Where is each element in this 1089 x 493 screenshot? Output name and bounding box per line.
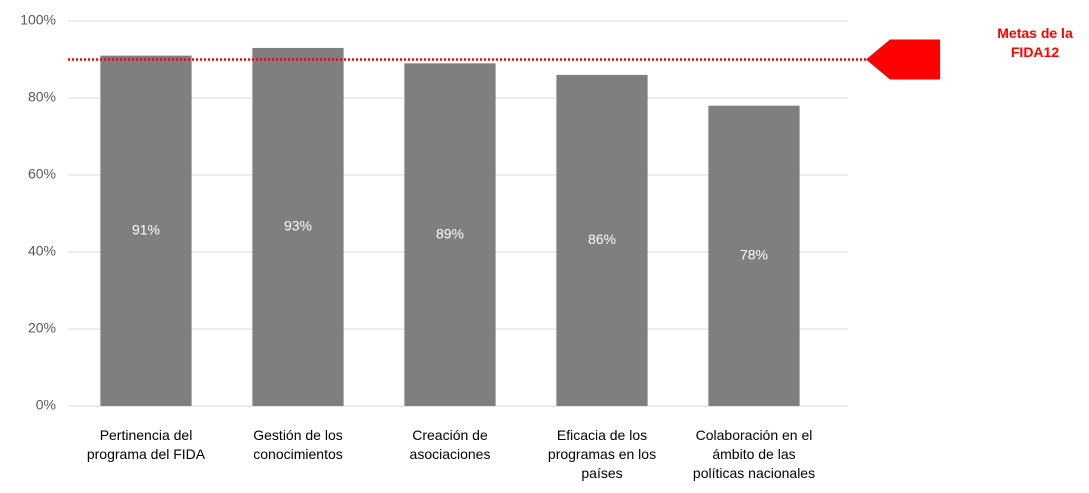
y-tick-label: 80% [28,89,56,105]
x-tick-label: Creación de asociaciones [409,427,491,462]
y-tick-label: 20% [28,320,56,336]
value-label: 78% [740,247,768,263]
target-label: Metas de la FIDA12 [997,25,1073,60]
value-label: 91% [132,222,160,238]
x-tick-label: Gestión de los conocimientos [253,427,343,462]
bar [252,47,344,406]
bar [556,74,648,407]
bar [404,63,496,406]
x-tick-label: Pertinencia del programa del FIDA [86,427,206,462]
value-label: 86% [588,231,616,247]
target-arrow [866,39,940,80]
x-tick-label: Colaboración en el ámbito de las polític… [692,427,816,481]
y-tick-label: 60% [28,166,56,182]
bar [708,105,800,406]
value-label: 89% [436,225,464,241]
y-tick-label: 0% [36,397,56,413]
y-tick-label: 40% [28,243,56,259]
x-tick-label: Eficacia de los programas en los países [547,427,657,481]
bar [100,55,192,407]
y-tick-label: 100% [20,12,56,28]
value-label: 93% [284,218,312,234]
